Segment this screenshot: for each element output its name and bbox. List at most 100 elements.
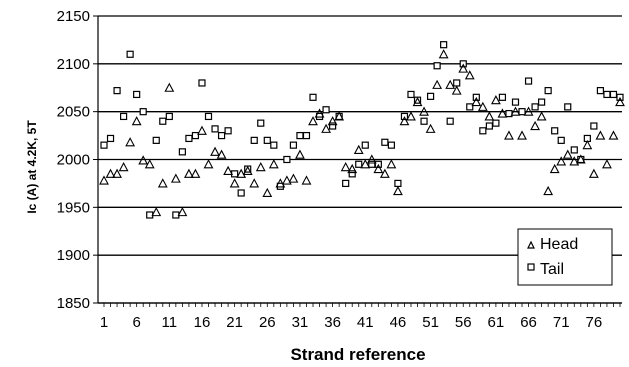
tail-point [394, 179, 402, 188]
head-point [327, 116, 338, 126]
tail-point [159, 117, 167, 125]
head-point [125, 137, 136, 147]
head-point [432, 79, 443, 89]
head-point [490, 95, 501, 105]
tail-point [381, 138, 389, 146]
head-point [321, 123, 331, 133]
tail-point [250, 136, 258, 144]
tail-point [570, 146, 578, 154]
axes [93, 15, 622, 307]
head-point [236, 168, 247, 178]
tail-point [315, 112, 324, 121]
head-point [379, 168, 390, 178]
horizontal-gridlines [98, 15, 622, 304]
tail-point [165, 112, 173, 121]
x-tick-label: 36 [324, 314, 341, 331]
tail-point [302, 131, 311, 140]
tail-point [511, 98, 520, 106]
legend-head-label: Head [540, 236, 578, 253]
tail-point [185, 134, 193, 143]
tail-point [387, 141, 395, 149]
tail-point [296, 131, 304, 140]
head-point [112, 168, 122, 178]
x-tick-labels: 1 6 11 16 21 26 31 36 41 46 51 56 61 66 71 76 [100, 314, 602, 331]
tail-point [609, 90, 618, 99]
tail-point [309, 93, 317, 101]
head-point [157, 178, 168, 188]
tail-point [355, 160, 363, 168]
head-point [177, 206, 188, 217]
head-point [458, 63, 469, 73]
x-tick-label: 11 [162, 314, 178, 331]
tail-point [368, 160, 376, 168]
head-point [210, 146, 220, 156]
head-point [281, 175, 292, 185]
head-point [543, 185, 554, 196]
tail-point [342, 179, 350, 188]
tail-point [466, 103, 474, 111]
head-point [334, 111, 345, 121]
head-point [497, 108, 508, 118]
head-point [445, 79, 456, 89]
head-point [588, 168, 599, 178]
head-point [419, 106, 429, 116]
head-point [582, 139, 593, 150]
head-series [99, 49, 625, 217]
x-tick-label: 46 [390, 314, 407, 331]
head-point [216, 149, 227, 159]
legend-tail-marker [527, 263, 535, 271]
head-point [190, 168, 201, 178]
head-point [301, 175, 312, 185]
head-point [406, 111, 416, 121]
head-point [366, 154, 377, 164]
tail-point [518, 108, 526, 116]
tail-point [531, 103, 539, 111]
tail-point [479, 127, 487, 135]
tail-point [289, 141, 298, 149]
tail-point [119, 112, 128, 121]
head-point [451, 85, 462, 95]
x-tick-label: 51 [422, 314, 439, 331]
x-tick-label: 21 [226, 314, 243, 331]
head-point [602, 159, 612, 169]
tail-point [133, 90, 141, 99]
head-point [517, 130, 527, 140]
legend-tail-label: Tail [540, 261, 564, 278]
head-point [118, 161, 129, 172]
tail-point [551, 127, 559, 135]
tail-point [217, 131, 226, 140]
head-point [504, 130, 514, 140]
head-point [268, 159, 279, 169]
y-axis-title: Ic (A) at 4.2K, 5T [25, 120, 39, 214]
head-point [360, 159, 371, 169]
head-point [569, 156, 580, 166]
head-point [308, 116, 318, 126]
head-point [399, 116, 410, 126]
tail-point [557, 136, 565, 144]
tail-point [492, 119, 500, 127]
tail-point [524, 77, 533, 85]
legend-head-marker [527, 240, 535, 249]
head-point [615, 96, 625, 107]
y-tick-label: 1900 [57, 247, 90, 264]
x-tick-label: 6 [132, 314, 140, 331]
tail-point [198, 79, 206, 87]
head-point [164, 82, 175, 92]
tail-point [603, 90, 611, 99]
tail-point [257, 119, 265, 127]
tail-point [283, 155, 291, 164]
x-tick-label: 76 [586, 314, 603, 331]
x-tick-label: 1 [100, 314, 108, 331]
head-point [229, 178, 240, 188]
tail-series [100, 41, 624, 219]
head-point [425, 123, 436, 133]
head-point [131, 116, 142, 126]
tail-point [139, 108, 147, 116]
tail-point [126, 50, 134, 58]
head-point [242, 165, 253, 176]
tail-point [322, 106, 330, 114]
tail-point [433, 62, 441, 70]
tail-point [407, 90, 415, 99]
head-point [347, 163, 358, 174]
head-point [340, 161, 351, 172]
